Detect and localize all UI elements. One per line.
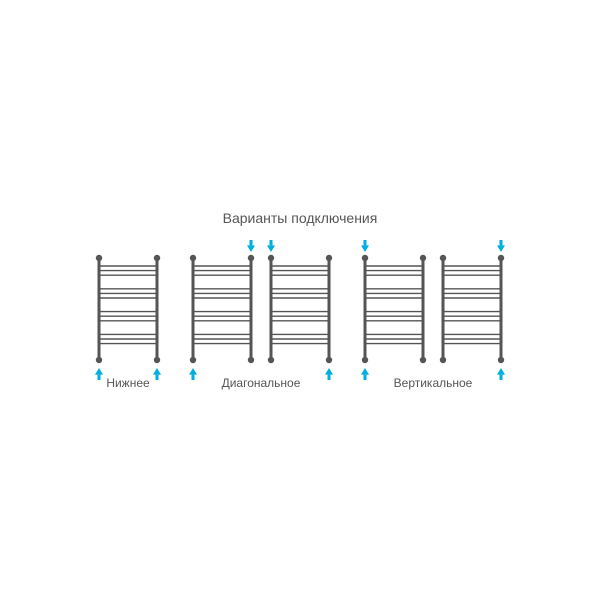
towel-rail: [265, 254, 335, 364]
towel-rail: [93, 254, 163, 364]
rails-row: [93, 254, 163, 364]
towel-rail: [359, 254, 429, 364]
flow-arrow-icon: [153, 367, 161, 385]
connection-group: Нижнее: [93, 254, 163, 390]
rails-row: [359, 254, 507, 364]
flow-arrow-icon: [189, 367, 197, 385]
towel-rail: [437, 254, 507, 364]
diagram-stage: Нижнее Диагональное Вертикальное: [93, 254, 507, 390]
connection-group: Вертикальное: [359, 254, 507, 390]
flow-arrow-icon: [95, 367, 103, 385]
connection-group: Диагональное: [187, 254, 335, 390]
flow-arrow-icon: [325, 367, 333, 385]
flow-arrow-icon: [497, 367, 505, 385]
flow-arrow-icon: [361, 367, 369, 385]
group-label: Нижнее: [106, 376, 149, 390]
rails-row: [187, 254, 335, 364]
group-label: Вертикальное: [394, 376, 473, 390]
group-label: Диагональное: [222, 376, 301, 390]
towel-rail: [187, 254, 257, 364]
diagram-title: Варианты подключения: [223, 210, 378, 226]
